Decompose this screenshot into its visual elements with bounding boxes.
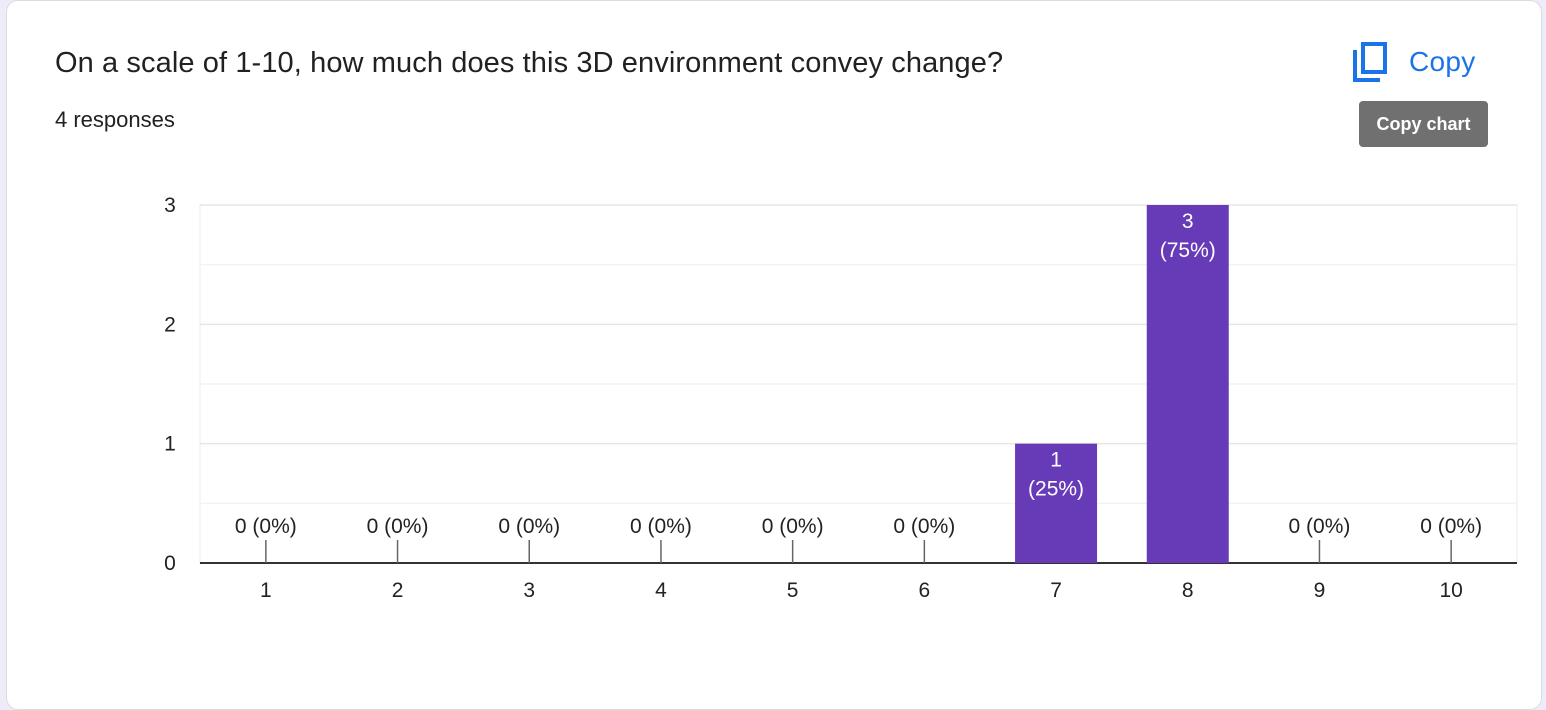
x-tick-label: 1 bbox=[260, 579, 272, 602]
bar-chart: 0 1 2 3 1 0 (0%) 2 0 (0%) 3 0 (0%) 4 0 (0%) 5 0 (0%) 6… bbox=[164, 194, 1518, 602]
x-tick-label: 3 bbox=[523, 579, 535, 602]
copy-chart-button[interactable]: Copy bbox=[1353, 39, 1493, 85]
x-tick-label: 4 bbox=[655, 579, 667, 602]
y-tick-label: 3 bbox=[164, 194, 176, 217]
bar bbox=[1146, 205, 1229, 563]
y-tick-label: 1 bbox=[164, 433, 176, 456]
copy-chart-tooltip: Copy chart bbox=[1359, 101, 1488, 147]
bar-percent-label: (75%) bbox=[1160, 239, 1216, 262]
data-label: 0 (0%) bbox=[1289, 515, 1351, 538]
data-label: 0 (0%) bbox=[367, 515, 429, 538]
response-count: 4 responses bbox=[55, 107, 175, 132]
data-label: 0 (0%) bbox=[630, 515, 692, 538]
x-tick-label: 8 bbox=[1182, 579, 1194, 602]
y-tick-label: 0 bbox=[164, 552, 176, 575]
x-tick-label: 2 bbox=[392, 579, 404, 602]
bar bbox=[1015, 443, 1098, 563]
data-label: 0 (0%) bbox=[1420, 515, 1482, 538]
y-tick-label: 2 bbox=[164, 313, 176, 336]
x-tick-label: 10 bbox=[1439, 579, 1462, 602]
data-label: 0 (0%) bbox=[762, 515, 824, 538]
copy-icon bbox=[1353, 42, 1387, 82]
x-tick-label: 7 bbox=[1050, 579, 1062, 602]
data-label: 0 (0%) bbox=[235, 515, 297, 538]
bar-value-label: 3 bbox=[1182, 210, 1194, 233]
data-label: 0 (0%) bbox=[893, 515, 955, 538]
copy-button-label: Copy bbox=[1409, 46, 1476, 77]
question-title: On a scale of 1-10, how much does this 3… bbox=[55, 47, 1004, 79]
x-tick-label: 9 bbox=[1314, 579, 1326, 602]
bar-percent-label: (25%) bbox=[1028, 478, 1084, 501]
bar-value-label: 1 bbox=[1050, 449, 1062, 472]
data-label: 0 (0%) bbox=[498, 515, 560, 538]
x-tick-label: 6 bbox=[919, 579, 931, 602]
x-tick-label: 5 bbox=[787, 579, 799, 602]
